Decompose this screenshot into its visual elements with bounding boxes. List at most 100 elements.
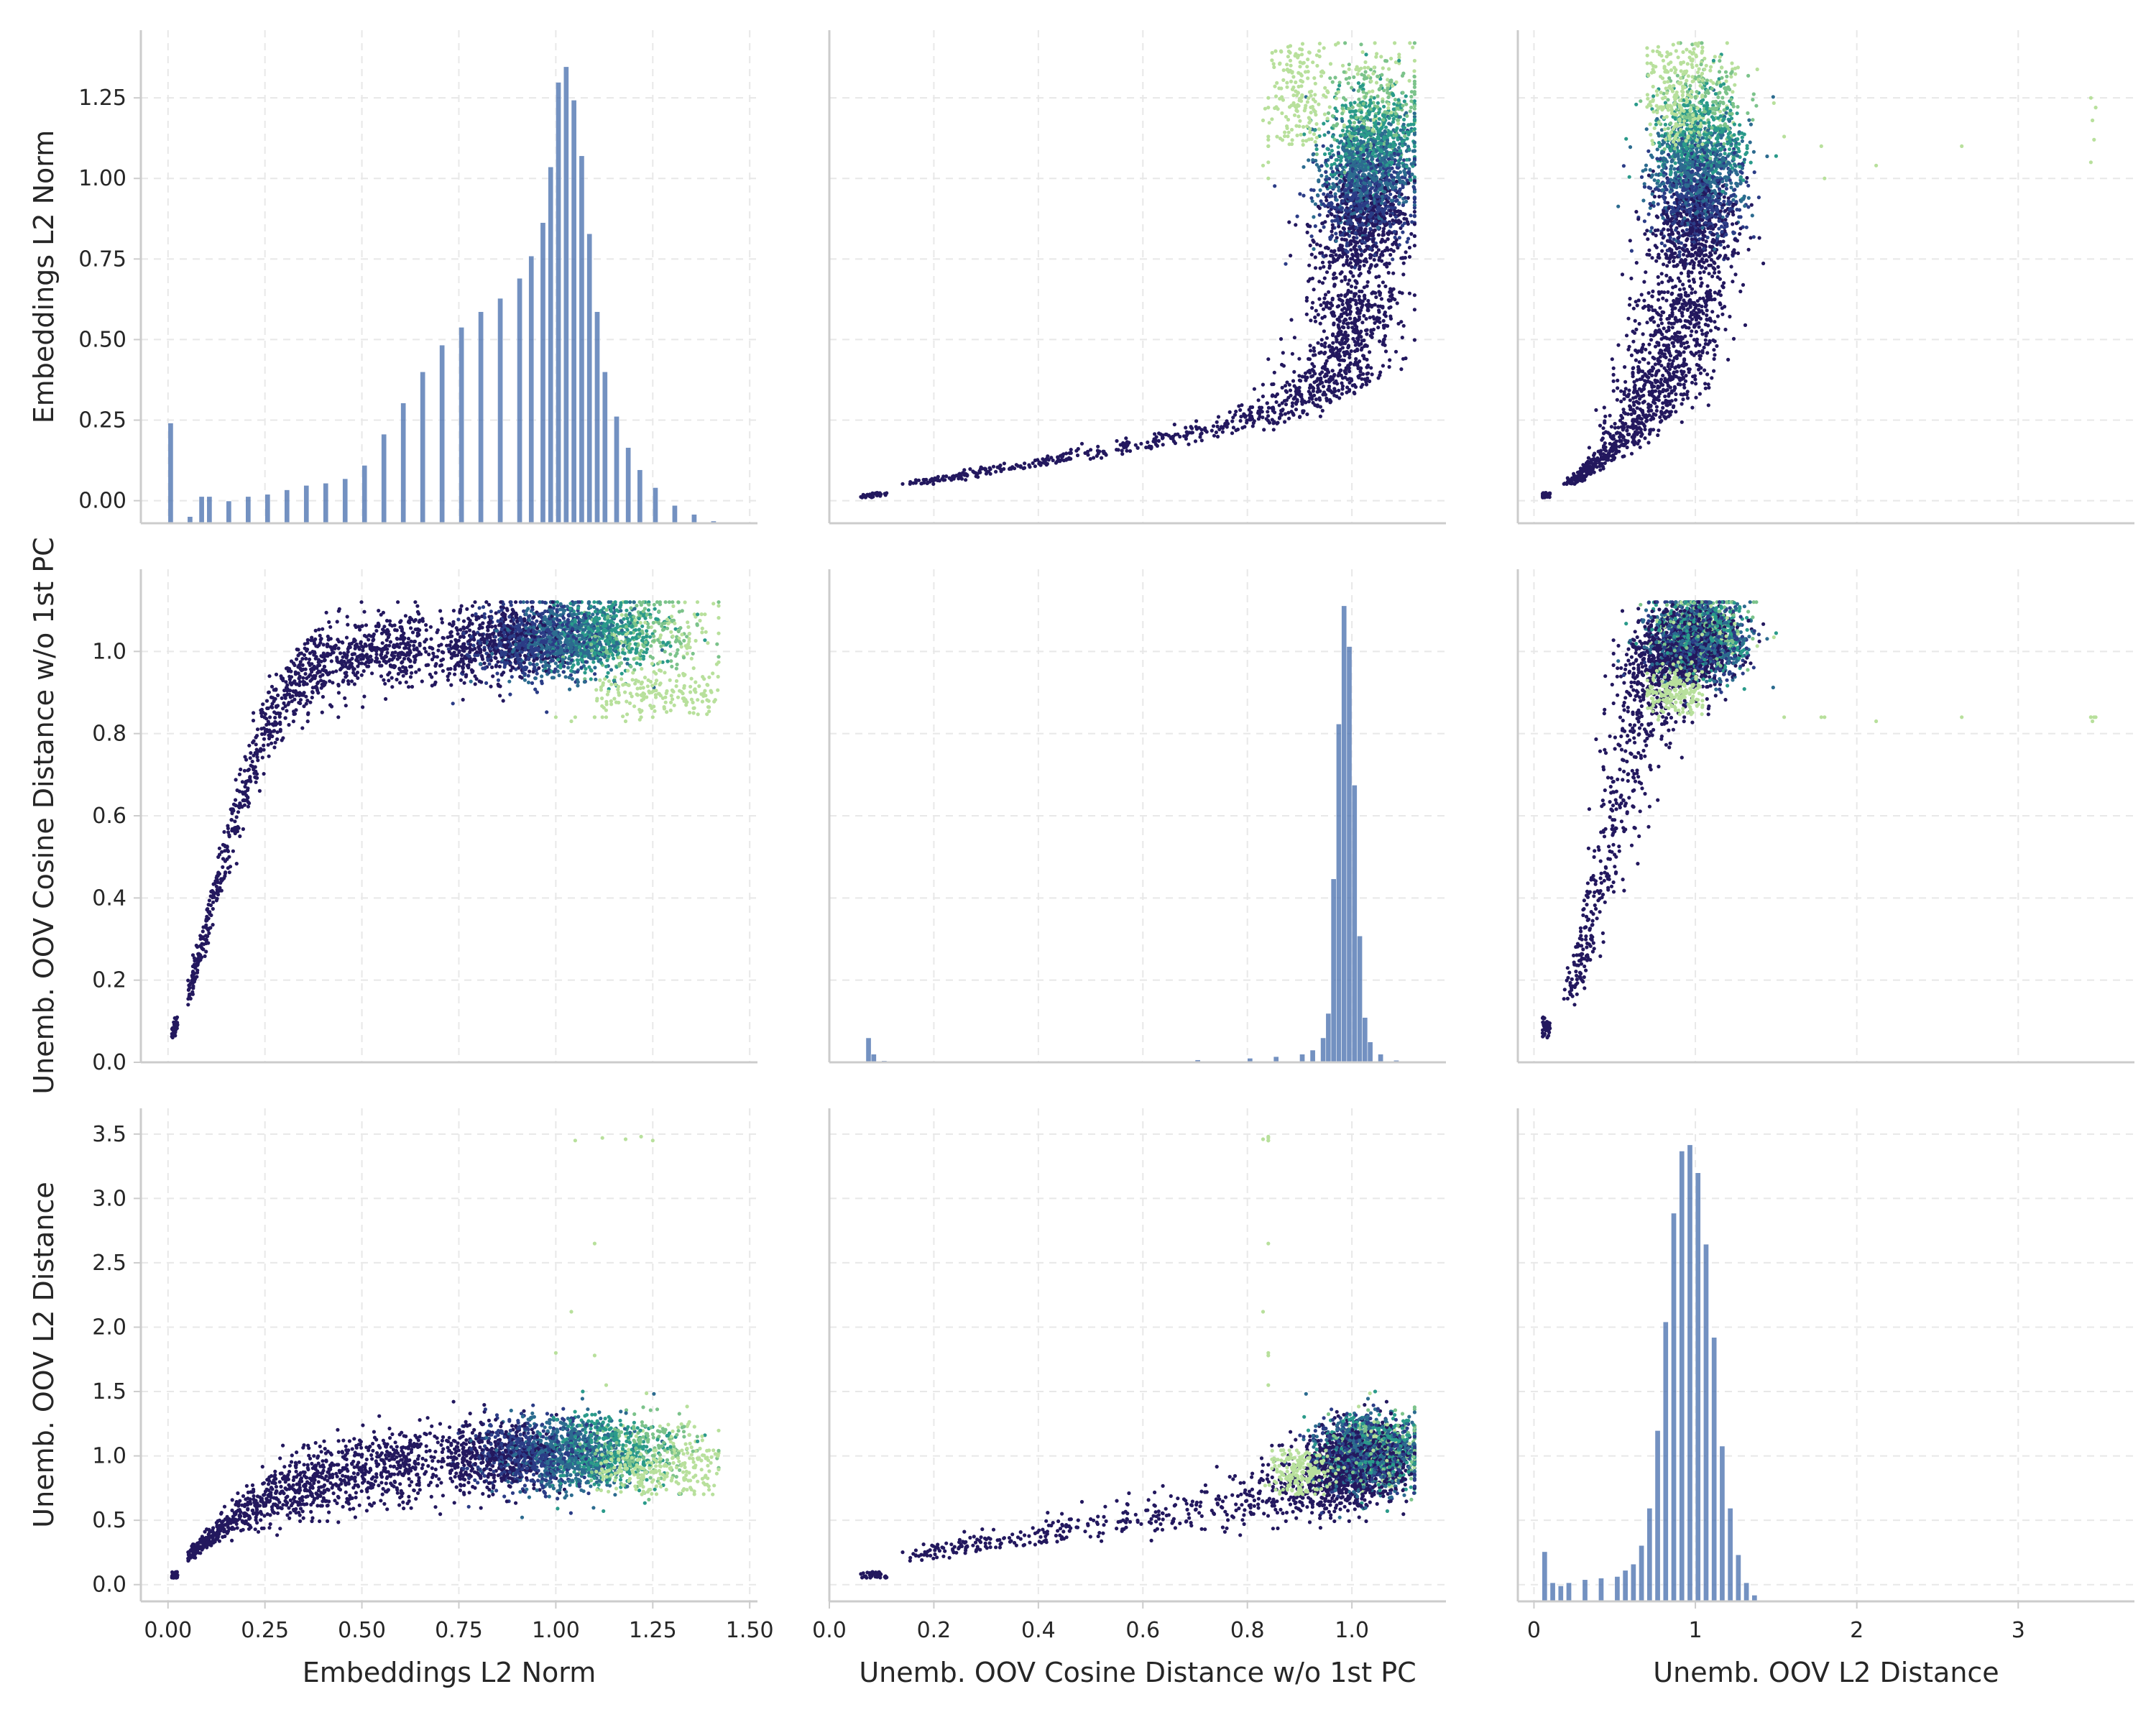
scatter-point <box>1289 318 1293 321</box>
scatter-point <box>1399 211 1403 215</box>
scatter-point <box>1033 464 1037 468</box>
scatter-point <box>1388 231 1391 234</box>
scatter-point <box>1376 75 1379 78</box>
scatter-point <box>1337 225 1340 229</box>
scatter-point <box>1347 326 1350 329</box>
y-tick-label: 0.50 <box>78 327 126 352</box>
scatter-point <box>1408 292 1411 295</box>
scatter-point <box>1392 117 1396 121</box>
scatter-point <box>1372 244 1376 247</box>
histogram-bar <box>579 156 584 523</box>
histogram-bar <box>653 487 658 523</box>
scatter-point <box>1139 442 1143 446</box>
scatter-point <box>1300 74 1304 78</box>
scatter-point <box>1266 106 1270 109</box>
scatter-point <box>1342 321 1345 325</box>
scatter-point <box>1243 415 1247 419</box>
scatter-point <box>1347 137 1350 141</box>
scatter-point <box>1302 409 1306 413</box>
scatter-point <box>1409 178 1412 182</box>
scatter-point <box>1377 284 1381 288</box>
scatter-point <box>1239 415 1243 418</box>
histogram-bar <box>563 67 568 523</box>
scatter-point <box>1659 318 1662 321</box>
scatter-point <box>1378 87 1382 91</box>
scatter-point <box>1319 415 1322 418</box>
scatter-point <box>1373 205 1376 208</box>
scatter-point <box>1383 310 1387 314</box>
scatter-point <box>1327 344 1331 348</box>
scatter-point <box>1726 358 1730 362</box>
scatter-point <box>1318 398 1322 402</box>
scatter-point <box>1413 179 1416 183</box>
scatter-point <box>1322 351 1326 355</box>
scatter-point <box>1749 123 1753 126</box>
scatter-point <box>1398 191 1401 195</box>
scatter-point <box>1304 379 1307 382</box>
scatter-point <box>1372 224 1376 227</box>
scatter-point <box>1317 297 1321 300</box>
scatter-point <box>1350 126 1353 130</box>
scatter-point <box>1394 129 1398 132</box>
histogram-bar <box>420 372 425 523</box>
scatter-point <box>1337 90 1340 93</box>
scatter-point <box>1396 322 1400 326</box>
scatter-point <box>1346 250 1350 254</box>
scatter-point <box>900 482 904 486</box>
scatter-point <box>1301 80 1304 83</box>
scatter-point <box>1345 183 1349 187</box>
scatter-point <box>1291 412 1295 415</box>
scatter-point <box>1391 144 1395 147</box>
scatter-point <box>1348 278 1351 282</box>
scatter-point <box>1331 182 1335 185</box>
histogram-bar <box>614 416 619 523</box>
scatter-point <box>1286 134 1289 138</box>
scatter-point <box>1365 317 1368 321</box>
scatter-point <box>1275 422 1279 426</box>
histogram-bar <box>323 483 328 523</box>
scatter-point <box>1266 134 1270 138</box>
scatter-point <box>1281 351 1285 354</box>
scatter-point <box>1413 111 1416 115</box>
scatter-point <box>1360 111 1363 114</box>
scatter-point <box>1273 50 1277 53</box>
scatter-point <box>1261 119 1265 122</box>
scatter-point <box>1281 98 1285 102</box>
scatter-point <box>1295 134 1299 137</box>
scatter-point <box>1178 435 1181 438</box>
scatter-point <box>1100 456 1103 460</box>
scatter-point <box>1315 152 1319 156</box>
scatter-point <box>1335 382 1339 385</box>
scatter-point <box>1314 309 1318 313</box>
scatter-point <box>1747 196 1751 200</box>
scatter-point <box>1413 104 1416 108</box>
scatter-point <box>1346 351 1350 355</box>
scatter-point <box>1285 63 1289 66</box>
scatter-point <box>1325 246 1329 249</box>
scatter-point <box>1344 341 1348 344</box>
scatter-point <box>1386 106 1390 110</box>
scatter-point <box>1395 210 1399 213</box>
scatter-point <box>1331 114 1335 118</box>
scatter-point <box>1371 72 1375 75</box>
scatter-point <box>1320 316 1324 320</box>
scatter-point <box>1249 418 1253 421</box>
scatter-point <box>1403 126 1406 129</box>
scatter-point <box>1358 290 1361 293</box>
scatter-point <box>1257 417 1261 420</box>
scatter-point <box>1381 118 1385 121</box>
scatter-point <box>1322 202 1325 206</box>
scatter-point <box>885 491 888 494</box>
scatter-point <box>1406 123 1410 126</box>
scatter-point <box>1388 193 1392 196</box>
scatter-point <box>1349 310 1353 313</box>
scatter-point <box>1309 93 1313 97</box>
scatter-point <box>1349 290 1353 294</box>
scatter-point <box>1383 334 1387 338</box>
scatter-point <box>1294 402 1298 405</box>
scatter-point <box>1329 62 1332 65</box>
scatter-point <box>1666 290 1669 294</box>
scatter-point <box>1667 260 1671 264</box>
scatter-point <box>1363 178 1366 181</box>
scatter-point <box>1628 303 1631 307</box>
